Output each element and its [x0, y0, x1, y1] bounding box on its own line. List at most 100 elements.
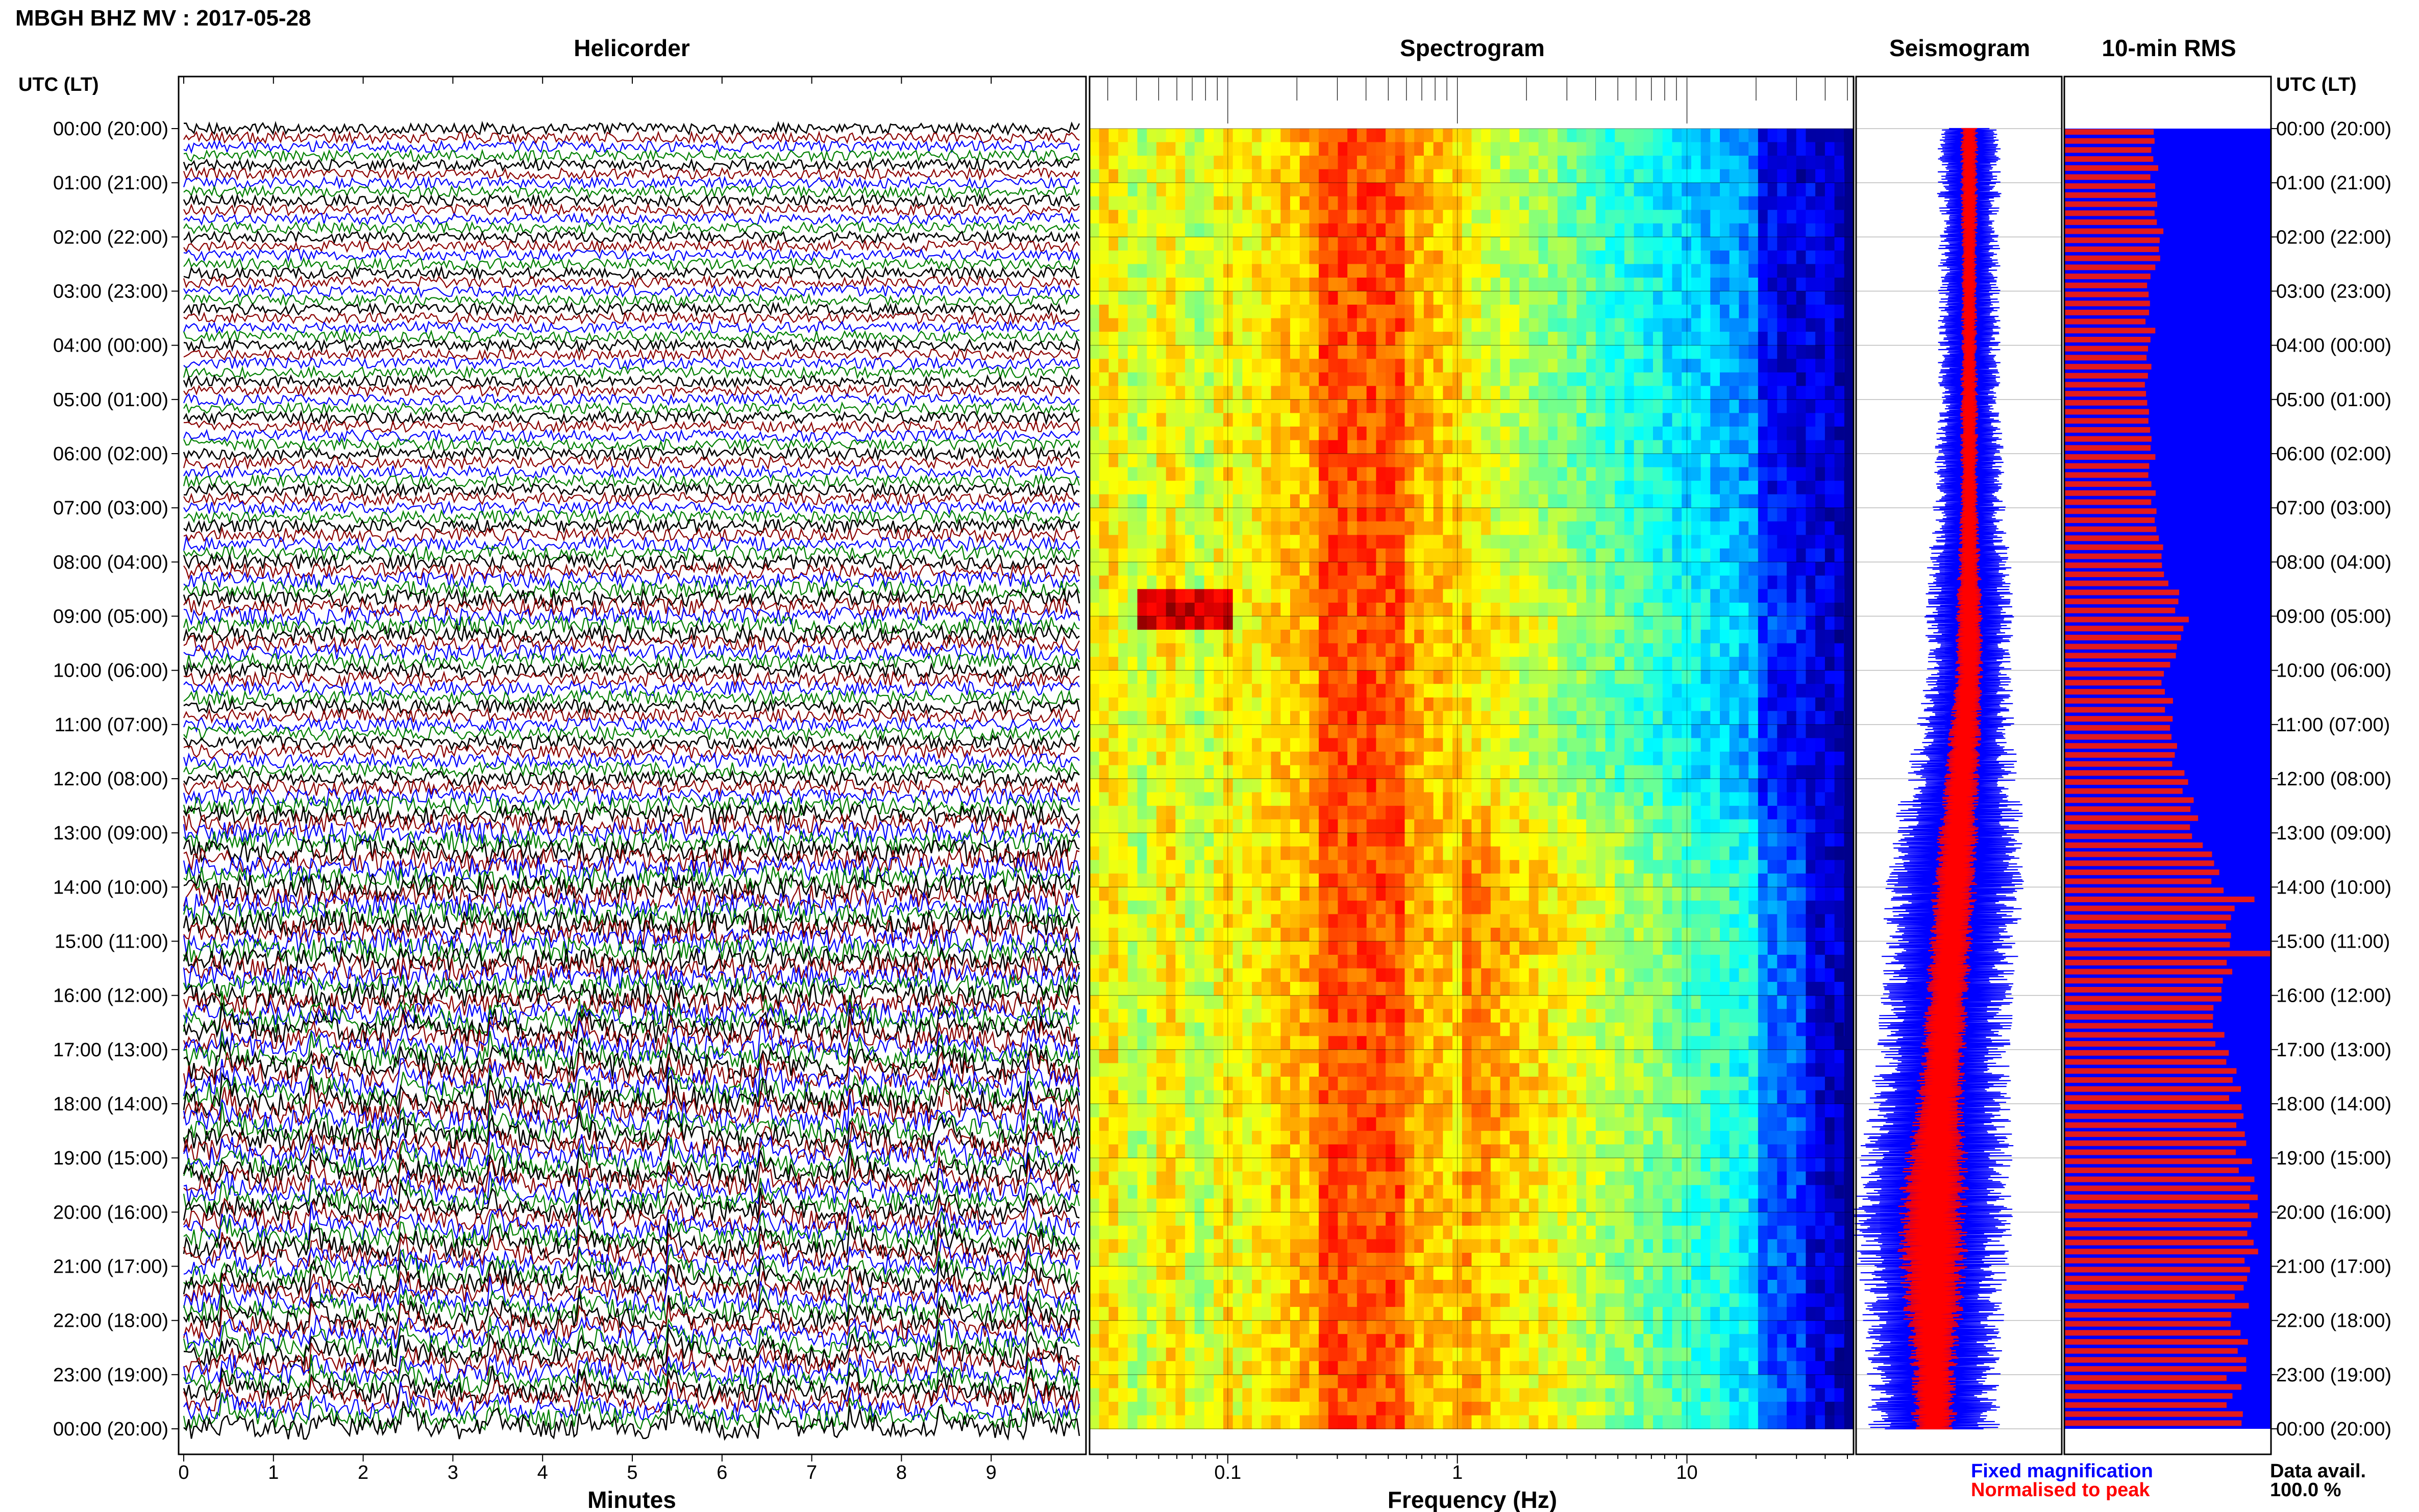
spectrogram-cell	[1777, 792, 1787, 806]
spectrogram-cell	[1185, 657, 1195, 671]
helicorder-trace	[183, 445, 1080, 462]
spectrogram-cell	[1290, 900, 1300, 915]
helicorder-trace	[183, 265, 1080, 281]
spectrogram-cell	[1767, 535, 1778, 549]
spectrogram-cell	[1347, 616, 1357, 630]
spectrogram-cell	[1175, 481, 1186, 495]
spectrogram-cell	[1299, 332, 1310, 346]
spectrogram-cell	[1729, 196, 1740, 210]
spectrogram-cell	[1739, 250, 1749, 265]
spectrogram-cell	[1519, 670, 1529, 684]
spectrogram-cell	[1700, 142, 1711, 156]
spectrogram-cell	[1796, 887, 1807, 901]
spectrogram-cell	[1510, 819, 1520, 833]
spectrogram-cell	[1672, 399, 1682, 414]
spectrogram-cell	[1490, 318, 1501, 332]
spectrogram-cell	[1787, 142, 1797, 156]
spectrogram-cell	[1643, 237, 1653, 251]
spectrogram-cell	[1700, 914, 1711, 928]
spectrogram-cell	[1290, 657, 1300, 671]
spectrogram-cell	[1261, 372, 1272, 387]
spectrogram-cell	[1185, 399, 1195, 414]
spectrogram-cell	[1423, 765, 1434, 779]
spectrogram-cell	[1777, 305, 1787, 319]
spectrogram-cell	[1356, 738, 1367, 752]
spectrogram-cell	[1376, 196, 1386, 210]
spectrogram-cell	[1099, 440, 1109, 454]
spectrogram-cell	[1452, 413, 1463, 427]
spectrogram-cell	[1452, 914, 1463, 928]
spectrogram-cell	[1481, 264, 1491, 278]
helicorder-trace	[183, 320, 1080, 335]
spectrogram-cell	[1796, 183, 1807, 197]
spectrogram-cell	[1748, 508, 1759, 522]
spectrogram-cell	[1223, 575, 1233, 590]
spectrogram-cell	[1490, 332, 1501, 346]
spectrogram-cell	[1548, 887, 1558, 901]
helicorder-trace	[183, 473, 1080, 488]
spectrogram-cell	[1720, 603, 1730, 617]
spectrogram-cell	[1309, 548, 1319, 563]
spectrogram-cell	[1643, 399, 1653, 414]
spectrogram-cell	[1252, 318, 1262, 332]
spectrogram-cell	[1691, 440, 1701, 454]
spectrogram-cell	[1290, 697, 1300, 712]
spectrogram-cell	[1528, 223, 1539, 238]
spectrogram-cell	[1185, 806, 1195, 820]
spectrogram-cell	[1758, 413, 1768, 427]
spectrogram-cell	[1118, 792, 1128, 806]
spectrogram-cell	[1347, 562, 1357, 576]
spectrogram-cell	[1204, 630, 1215, 644]
spectrogram-cell	[1662, 223, 1673, 238]
spectrogram-cell	[1824, 738, 1835, 752]
spectrogram-cell	[1156, 941, 1167, 955]
spectrogram-cell	[1462, 318, 1472, 332]
spectrogram-cell	[1223, 278, 1233, 292]
spectrogram-cell	[1538, 278, 1548, 292]
spectrogram-cell	[1299, 521, 1310, 535]
spectrogram-cell	[1538, 928, 1548, 942]
spectrogram-cell	[1137, 399, 1148, 414]
spectrogram-cell	[1471, 467, 1482, 481]
spectrogram-cell	[1127, 142, 1138, 156]
spectrogram-cell	[1376, 521, 1386, 535]
spectrogram-cell	[1595, 142, 1606, 156]
helicorder-trace	[183, 1401, 1080, 1441]
spectrogram-cell	[1204, 765, 1215, 779]
spectrogram-cell	[1624, 183, 1635, 197]
spectrogram-cell	[1404, 250, 1415, 265]
spectrogram-cell	[1691, 630, 1701, 644]
spectrogram-cell	[1700, 630, 1711, 644]
spectrogram-cell	[1261, 562, 1272, 576]
spectrogram-cell	[1538, 575, 1548, 590]
spectrogram-cell	[1423, 643, 1434, 657]
spectrogram-cell	[1137, 129, 1148, 143]
spectrogram-cell	[1634, 589, 1644, 603]
spectrogram-cell	[1395, 860, 1405, 874]
spectrogram-cell	[1672, 169, 1682, 183]
helicorder-trace	[183, 1036, 1080, 1082]
spectrogram-cell	[1299, 928, 1310, 942]
spectrogram-cell	[1739, 819, 1749, 833]
spectrogram-cell	[1720, 887, 1730, 901]
spectrogram-cell	[1090, 616, 1100, 630]
spectrogram-cell	[1605, 616, 1615, 630]
spectrogram-cell	[1347, 806, 1357, 820]
spectrogram-cell	[1223, 291, 1233, 305]
spectrogram-cell	[1127, 873, 1138, 888]
spectrogram-cell	[1777, 264, 1787, 278]
spectrogram-cell	[1452, 887, 1463, 901]
spectrogram-cell	[1242, 508, 1252, 522]
spectrogram-cell	[1185, 724, 1195, 739]
spectrogram-cell	[1356, 399, 1367, 414]
spectrogram-cell	[1729, 724, 1740, 739]
spectrogram-cell	[1672, 670, 1682, 684]
spectrogram-cell	[1510, 494, 1520, 508]
spectrogram-cell	[1528, 196, 1539, 210]
spectrogram-cell	[1662, 738, 1673, 752]
spectrogram-cell	[1729, 413, 1740, 427]
spectrogram-cell	[1376, 359, 1386, 373]
spectrogram-cell	[1108, 833, 1119, 847]
spectrogram-cell	[1662, 670, 1673, 684]
spectrogram-cell	[1662, 535, 1673, 549]
